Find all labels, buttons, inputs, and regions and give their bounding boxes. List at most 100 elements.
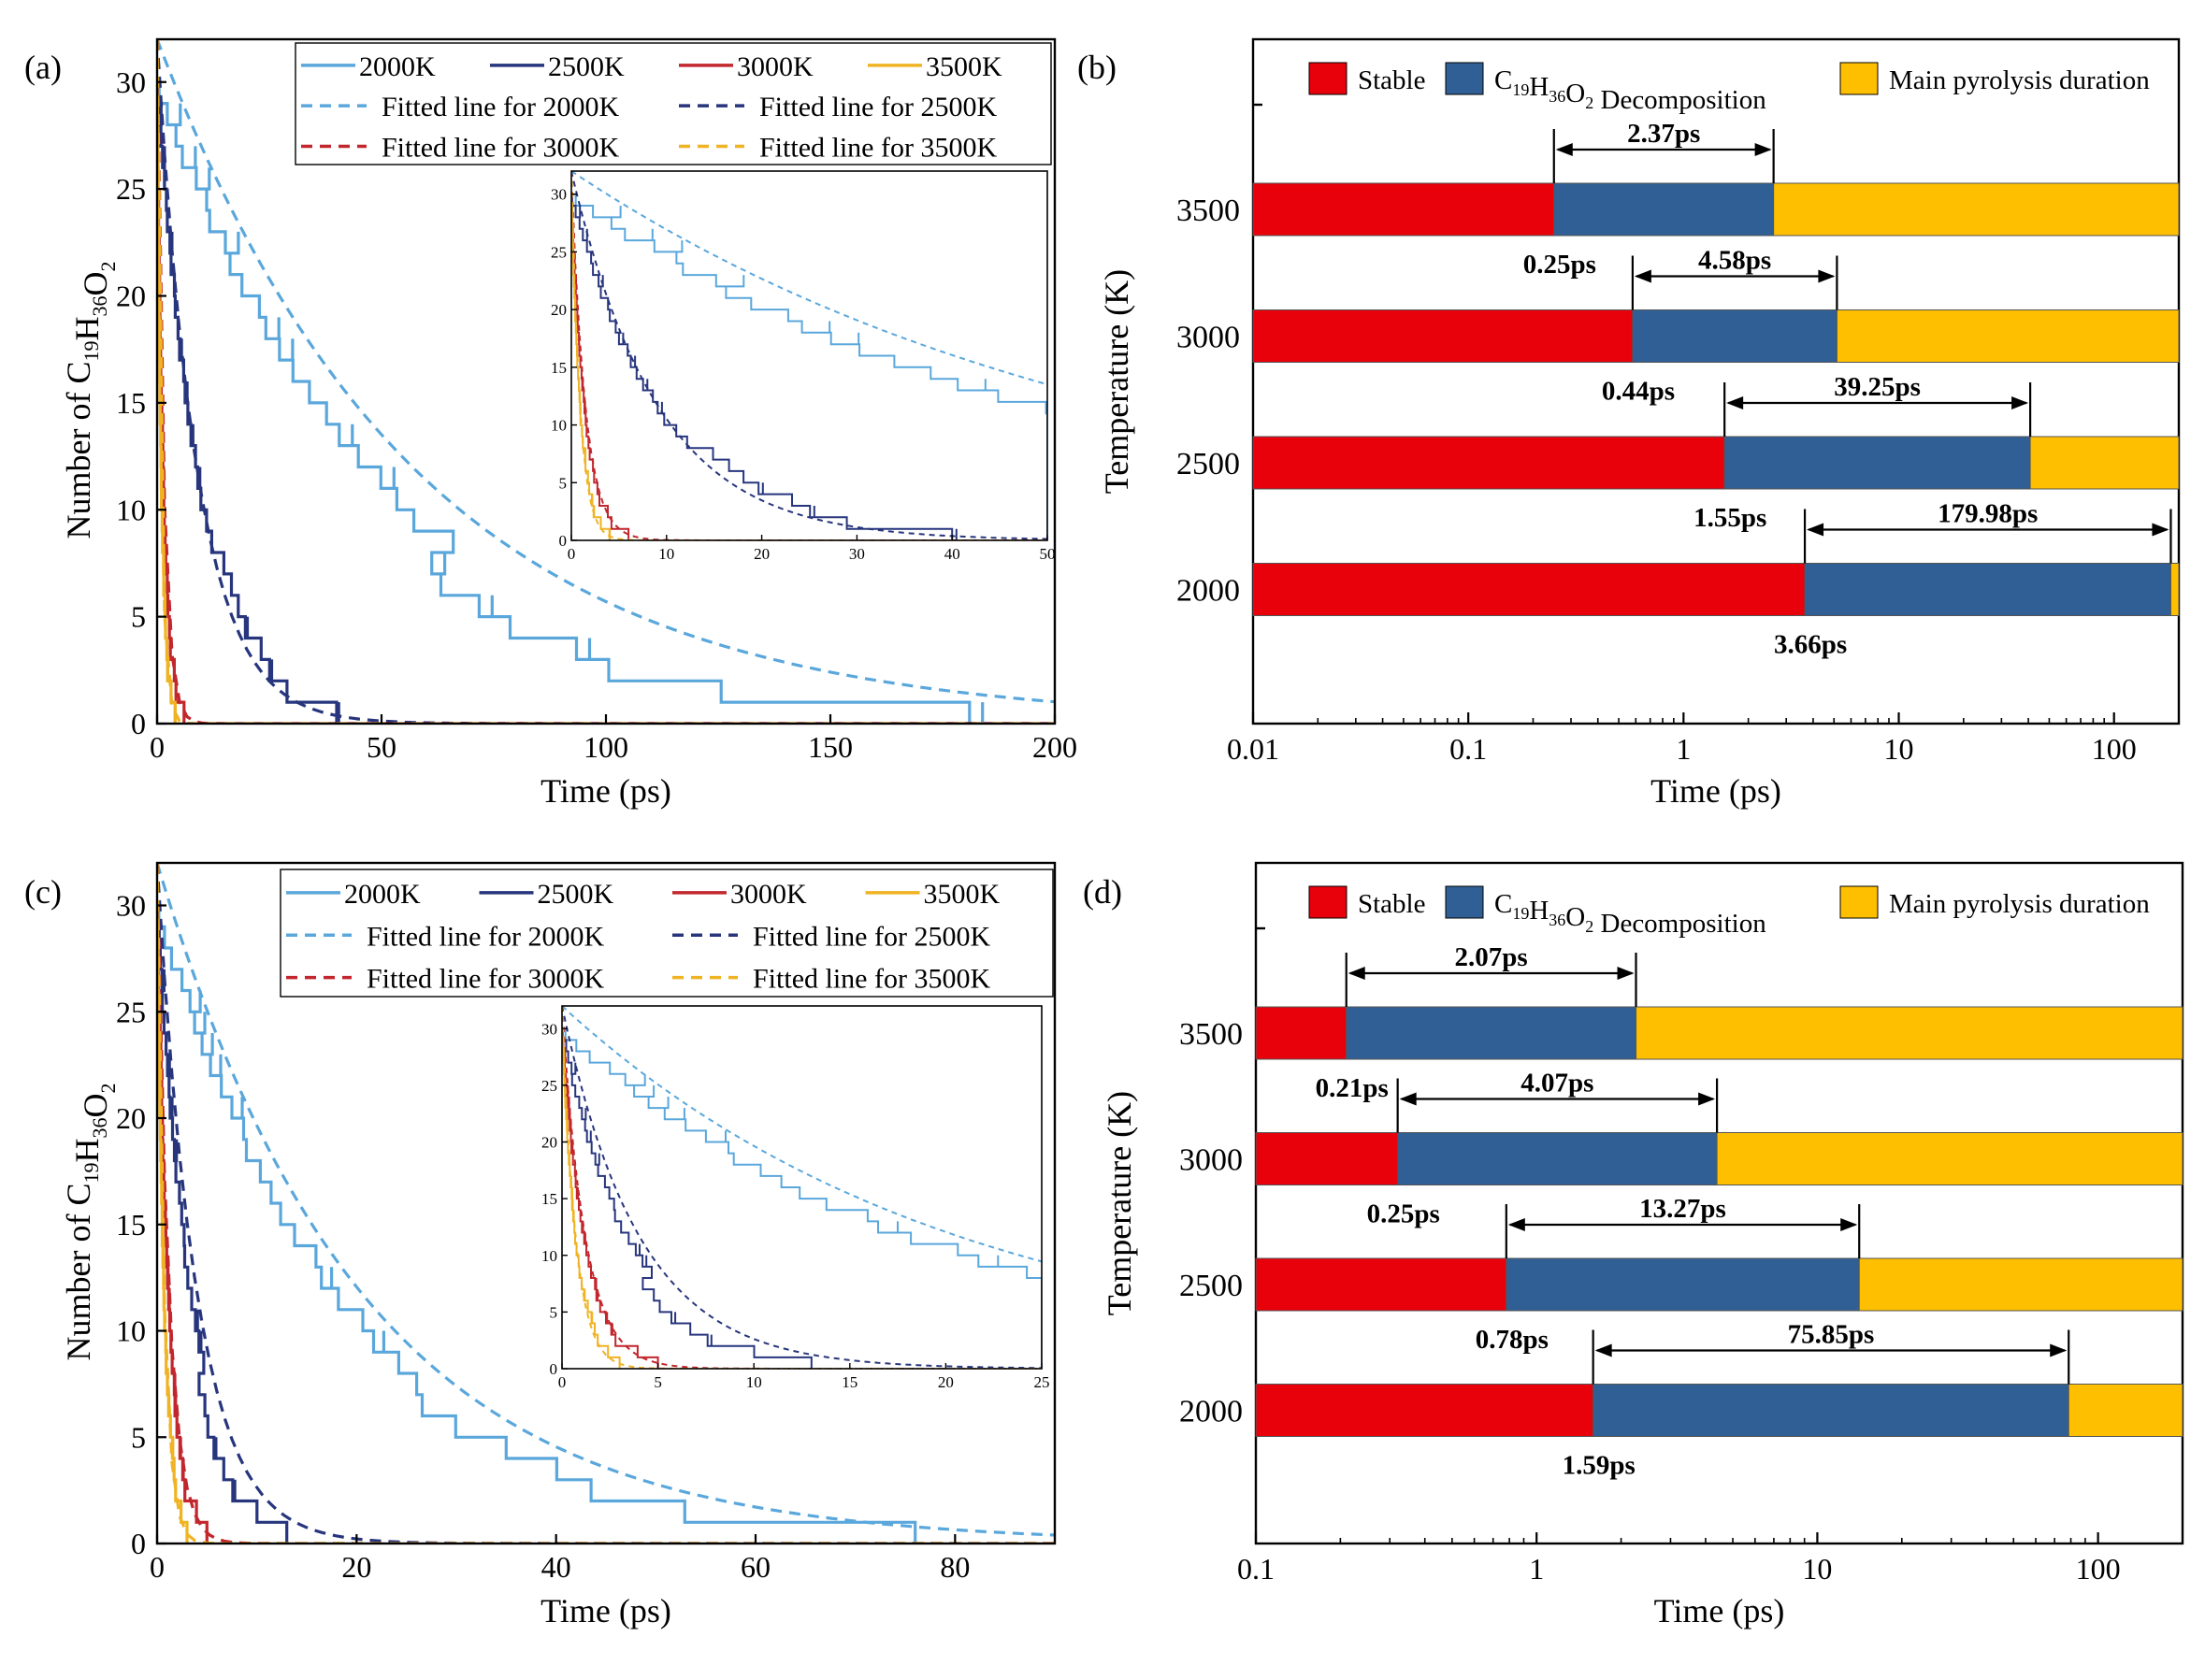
onset-label: 1.55ps xyxy=(1693,503,1766,533)
x-tick-label: 80 xyxy=(940,1550,970,1584)
legend-label: 3000K xyxy=(737,51,814,82)
formula-text: H xyxy=(68,317,106,341)
arrow-head-right xyxy=(1840,1218,1858,1231)
bar-stable xyxy=(1252,563,1806,616)
arrow-head-right xyxy=(1698,1092,1716,1106)
bar-row-3500: 3500 2.07ps 0.21ps xyxy=(1179,942,2183,1103)
arrow-head-left xyxy=(1507,1218,1525,1231)
inset-y-tick-label: 0 xyxy=(550,1360,558,1378)
bar-main-pyrolysis xyxy=(1716,1132,2183,1185)
bar-stable xyxy=(1255,1257,1507,1312)
y-tick-label: 2500 xyxy=(1176,447,1240,481)
inset-y-tick-label: 25 xyxy=(551,243,567,261)
formula-subscript: 36 xyxy=(88,1118,111,1139)
inset-y-tick-label: 30 xyxy=(541,1020,557,1038)
formula-text: O xyxy=(77,1094,114,1118)
arrow-head-right xyxy=(2050,1343,2068,1357)
legend-label: 3500K xyxy=(924,879,1001,910)
inset-x-tick-label: 0 xyxy=(568,545,576,563)
inset-fitted-2000K xyxy=(562,1006,1042,1263)
y-tick-label: 5 xyxy=(131,1420,146,1454)
y-tick-label: 0 xyxy=(131,707,146,740)
inset-y-tick-label: 0 xyxy=(559,532,568,550)
bar-stable xyxy=(1252,182,1555,237)
y-axis-label: Temperature (K) xyxy=(1101,1091,1138,1315)
axes-frame xyxy=(155,861,1057,1545)
arrow-head-right xyxy=(2011,396,2029,409)
legend-label: Fitted line for 3500K xyxy=(759,133,997,164)
bar-decomposition xyxy=(1553,182,1775,237)
y-tick-label: 20 xyxy=(116,280,146,313)
y-axis-label: Number of C19H36O2 xyxy=(60,1084,120,1361)
inset-x-tick-label: 20 xyxy=(754,545,770,563)
formula-subscript: 2 xyxy=(1585,917,1593,936)
y-tick-label: 2000 xyxy=(1176,574,1240,609)
bar-main-pyrolysis xyxy=(1773,182,2180,237)
formula-subscript: 36 xyxy=(1549,87,1565,106)
inset-frame xyxy=(570,170,1048,541)
bar-row-3500: 3500 2.37ps 0.25ps xyxy=(1176,119,2180,280)
x-tick-label: 1 xyxy=(1529,1552,1544,1586)
x-tick-label: 40 xyxy=(541,1550,571,1584)
inset-x-tick-label: 20 xyxy=(938,1373,954,1391)
inset-fitted-2000K xyxy=(571,171,1047,386)
legend-label-stable: Stable xyxy=(1358,65,1426,95)
duration-label: 4.58ps xyxy=(1698,246,1771,276)
arrow-head-left xyxy=(1594,1343,1612,1357)
legend: 2000K 2500K 3000K 3500K Fitted line for 2000… xyxy=(280,869,1054,998)
formula-subscript: 2 xyxy=(1585,93,1593,112)
x-axis-label: Time (ps) xyxy=(1654,1592,1785,1630)
bar-row-3000: 3000 4.07ps 0.25ps xyxy=(1179,1069,2183,1229)
bar-main-pyrolysis xyxy=(1636,1006,2183,1060)
legend: Stable C19H36O2 Decomposition Main pyrolys… xyxy=(1308,62,2150,115)
x-tick-label: 10 xyxy=(1802,1552,1832,1586)
x-tick-label: 0 xyxy=(150,1550,165,1584)
inset-fitted-3500K xyxy=(562,1006,1042,1369)
formula-text: C xyxy=(1494,889,1512,919)
legend-swatch-main-pyrolysis xyxy=(1839,885,1879,919)
y-tick-label: 2500 xyxy=(1179,1269,1243,1303)
x-tick-label: 0.1 xyxy=(1237,1552,1275,1586)
bar-main-pyrolysis xyxy=(1836,309,2180,363)
legend-label: Fitted line for 2500K xyxy=(759,92,997,122)
x-tick-label: 100 xyxy=(2076,1552,2121,1586)
onset-label: 0.78ps xyxy=(1476,1325,1549,1355)
onset-label: 1.59ps xyxy=(1563,1451,1636,1481)
bar-decomposition xyxy=(1592,1384,2069,1437)
legend-swatch-decomposition xyxy=(1445,62,1484,95)
bar-main-pyrolysis xyxy=(1858,1257,2183,1312)
formula-text: O xyxy=(77,272,114,296)
y-tick-label: 15 xyxy=(116,1208,146,1242)
onset-label: 0.25ps xyxy=(1523,250,1596,280)
y-tick-label: 3000 xyxy=(1176,321,1240,355)
inset-x-tick-label: 25 xyxy=(1034,1373,1050,1391)
legend-label: 3000K xyxy=(730,879,807,910)
inset-x-tick-label: 40 xyxy=(944,545,960,563)
formula-subscript: 19 xyxy=(1512,904,1529,923)
fitted-line-2000K xyxy=(157,863,1055,1537)
inset-series-2000K xyxy=(562,1027,1042,1369)
panel-label: (d) xyxy=(1083,873,1122,911)
inset-plot-area xyxy=(571,171,1047,540)
formula-text: Decomposition xyxy=(1593,909,1766,939)
legend-frame xyxy=(295,42,1052,165)
y-tick-label: 3000 xyxy=(1179,1143,1243,1178)
bar-panel-b: (b) 0.01 0.1 1 10 100 Time (ps) Temperature (K)… xyxy=(1077,37,2181,810)
y-tick-label: 30 xyxy=(116,889,146,923)
series-2500K xyxy=(157,903,289,1544)
inset-plot: 0 10 20 30 40 50 0 5 10 15 20 25 30 xyxy=(551,170,1056,563)
y-tick-label: 20 xyxy=(116,1101,146,1135)
bar-row-3000: 3000 4.58ps 0.44ps xyxy=(1176,246,2180,407)
bar-row-2000: 2000 75.85ps 1.59ps xyxy=(1179,1320,2183,1481)
inset-x-tick-label: 50 xyxy=(1040,545,1056,563)
bar-row-2500: 2500 39.25ps 1.55ps xyxy=(1176,372,2180,533)
x-tick-label: 200 xyxy=(1032,730,1077,764)
legend-label: Fitted line for 2500K xyxy=(753,921,990,952)
bar-decomposition xyxy=(1506,1257,1860,1312)
inset-x-tick-label: 10 xyxy=(658,545,674,563)
legend-label-main: Main pyrolysis duration xyxy=(1889,889,2150,919)
legend-frame xyxy=(280,869,1054,998)
arrow-head-left xyxy=(1726,396,1744,409)
y-tick-label: 10 xyxy=(116,1314,146,1348)
fitted-line-2000K xyxy=(157,39,1055,704)
